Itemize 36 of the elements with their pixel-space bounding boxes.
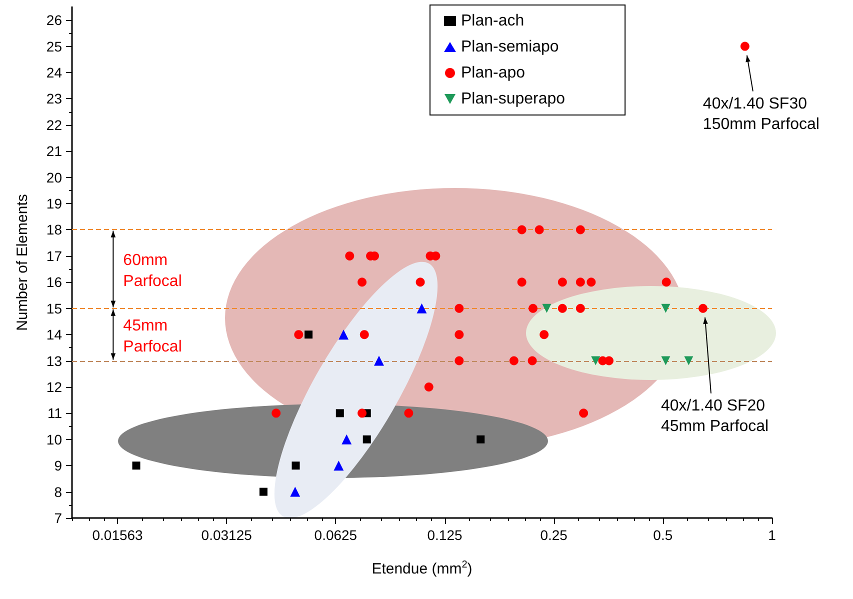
y-tick-label: 16 — [46, 274, 62, 290]
y-tick-label: 23 — [46, 90, 62, 107]
y-tick-label: 18 — [46, 222, 62, 238]
y-tick-label: 19 — [46, 196, 62, 212]
x-tick-label: 0.25 — [540, 527, 568, 543]
x-tick-label: 0.5 — [653, 527, 673, 543]
annotation: 40x/1.40 SF20 45mm Parfocal — [660, 397, 769, 436]
annotation: 60mm Parfocal — [123, 252, 182, 290]
annotation: 40x/1.40 SF30 150mm Parfocal — [702, 95, 820, 134]
y-tick-label: 13 — [46, 352, 62, 369]
y-tick-label: 11 — [47, 405, 62, 422]
x-tick-label: 0.01563 — [92, 527, 144, 543]
legend-label: Plan-apo — [461, 64, 526, 82]
legend-label: Plan-superapo — [461, 90, 566, 108]
y-tick-label: 8 — [54, 484, 62, 500]
y-tick-label: 10 — [46, 431, 62, 448]
y-tick-label: 26 — [46, 12, 62, 28]
x-tick-label: 0.03125 — [201, 527, 252, 543]
y-tick-label: 24 — [46, 64, 62, 81]
y-tick-label: 12 — [46, 378, 62, 395]
y-tick-label: 21 — [46, 143, 62, 160]
legend-label: Plan-ach — [461, 12, 524, 30]
x-tick-label: 1 — [768, 527, 776, 543]
y-tick-label: 17 — [46, 248, 62, 264]
y-tick-label: 25 — [46, 38, 62, 54]
annotation: 45mm Parfocal — [123, 318, 182, 356]
x-tick-label: 0.0625 — [314, 527, 358, 543]
y-axis-title: Number of Elements — [14, 194, 31, 331]
legend-label: Plan-semiapo — [461, 38, 559, 56]
y-tick-label: 14 — [46, 326, 62, 343]
y-tick-label: 9 — [54, 458, 62, 474]
y-tick-label: 20 — [46, 169, 62, 186]
y-tick-label: 15 — [46, 300, 62, 316]
x-tick-label: 0.125 — [427, 527, 462, 543]
y-tick-label: 7 — [54, 510, 62, 526]
y-tick-label: 22 — [46, 116, 62, 133]
